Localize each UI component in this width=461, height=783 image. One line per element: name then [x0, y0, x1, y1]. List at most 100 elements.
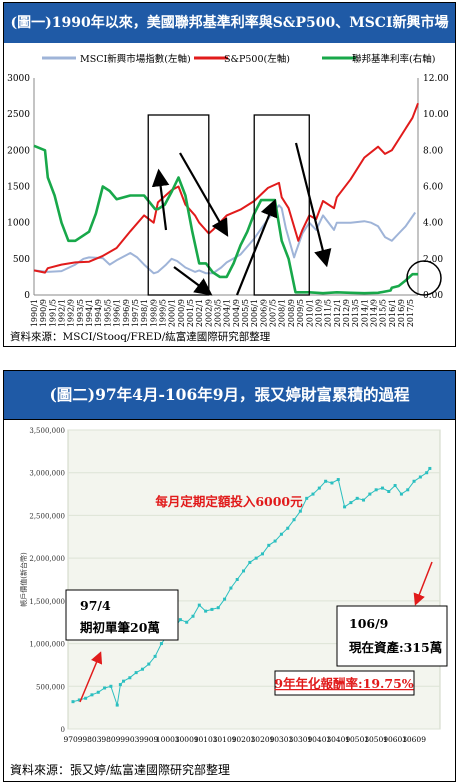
x-tick-10: 1996/9 — [122, 299, 131, 327]
data-point-16 — [159, 642, 163, 646]
x-tick-35: 2013/5 — [351, 299, 360, 327]
data-point-30 — [248, 560, 252, 564]
x-tick-4: 1992/9 — [67, 299, 76, 327]
data-point-19 — [178, 618, 182, 622]
end-arrow — [413, 561, 433, 606]
x-tick-16: 2000/9 — [177, 299, 186, 327]
highlight-box-2 — [253, 114, 310, 296]
x-tick-25: 2006/9 — [259, 299, 268, 327]
data-point-3 — [84, 696, 88, 700]
data-point-15 — [153, 654, 157, 658]
annotation-arrow-2 — [179, 152, 229, 237]
series-line-2 — [33, 102, 419, 274]
x-tick-29: 2009/5 — [296, 299, 305, 327]
data-point-10 — [122, 679, 126, 683]
data-point-23 — [204, 609, 208, 613]
x-tick-11: 10303 — [269, 735, 293, 744]
data-point-40 — [311, 492, 315, 496]
chart-2-source: 資料來源：張又婷/紘富達國際研究部整理 — [10, 763, 231, 777]
x-tick-32: 2011/5 — [324, 299, 333, 327]
data-point-28 — [235, 578, 239, 581]
data-point-9 — [118, 683, 122, 687]
x-tick-36: 2014/1 — [360, 299, 369, 327]
data-point-50 — [374, 488, 378, 492]
end-date: 106/9 — [349, 616, 388, 631]
data-point-53 — [393, 484, 397, 488]
series-line-3 — [33, 144, 418, 295]
data-point-1 — [71, 700, 75, 704]
data-point-52 — [387, 490, 391, 494]
x-tick-41: 2017/5 — [406, 299, 415, 327]
data-point-51 — [380, 486, 384, 490]
x-tick-1: 1990/9 — [39, 299, 48, 327]
data-point-48 — [362, 498, 366, 502]
data-point-43 — [330, 481, 334, 485]
y-left-tick-0: 0 — [24, 291, 30, 301]
data-point-20 — [185, 620, 189, 624]
end-text: 現在資產:315萬 — [349, 640, 442, 655]
data-point-4 — [90, 693, 94, 697]
y-tick-3: 1,500,000 — [29, 598, 65, 606]
y-tick-5: 2,500,000 — [29, 512, 65, 520]
y-tick-7: 3,500,000 — [29, 427, 65, 435]
highlight-circle — [406, 260, 442, 296]
data-point-54 — [399, 492, 403, 496]
x-tick-14: 10409 — [326, 735, 350, 744]
y-left-tick-6: 3000 — [7, 74, 30, 84]
data-point-47 — [355, 496, 359, 500]
y-right-tick-3: 6.00 — [423, 183, 443, 193]
x-tick-39: 2016/1 — [388, 299, 397, 327]
x-tick-26: 2007/5 — [269, 299, 278, 327]
x-tick-15: 10503 — [345, 735, 369, 744]
y-tick-0: 0 — [61, 726, 65, 734]
x-tick-40: 2016/9 — [397, 299, 406, 327]
x-tick-2: 1991/5 — [48, 299, 57, 327]
chart-panel-2: (圖二)97年4月-106年9月，張又婷財富累積的過程 0 500,000 1,00… — [3, 370, 456, 782]
data-point-56 — [412, 479, 416, 483]
data-point-24 — [210, 607, 214, 611]
chart-1-source: 資料來源：MSCI/Stooq/FRED/紘富達國際研究部整理 — [10, 331, 271, 343]
x-tick-10: 10209 — [251, 735, 275, 744]
data-point-39 — [305, 496, 309, 500]
x-tick-4: 9909 — [139, 735, 158, 744]
data-point-38 — [298, 509, 302, 513]
x-tick-8: 1995/5 — [103, 299, 112, 327]
x-tick-6: 10009 — [175, 735, 199, 744]
data-point-42 — [324, 479, 328, 483]
x-tick-12: 1998/1 — [140, 299, 149, 327]
x-tick-17: 10603 — [383, 735, 407, 744]
annotation-top: 每月定期定額投入6000元 — [155, 494, 303, 509]
x-tick-5: 10003 — [156, 735, 180, 744]
legend-label-3: 聯邦基準利率(右軸) — [352, 53, 435, 65]
data-point-14 — [147, 662, 151, 666]
legend-label-2: S&P500(左軸) — [224, 53, 290, 65]
y-axis-label: 帳戶價值(新台幣) — [19, 552, 28, 607]
x-tick-38: 2015/5 — [379, 299, 388, 327]
data-point-41 — [317, 486, 321, 490]
data-point-11 — [128, 676, 132, 680]
y-left-tick-2: 1000 — [7, 219, 30, 229]
data-point-58 — [425, 471, 429, 475]
data-point-45 — [343, 505, 347, 509]
y-right-tick-1: 2.00 — [423, 255, 443, 265]
x-tick-0: 9709 — [63, 735, 82, 744]
data-point-59 — [428, 466, 432, 470]
x-tick-22: 2004/9 — [232, 299, 241, 327]
return-box — [274, 670, 415, 696]
data-point-29 — [242, 569, 246, 573]
x-tick-20: 2003/5 — [214, 299, 223, 327]
x-tick-21: 2004/1 — [223, 299, 232, 327]
x-tick-13: 10403 — [307, 735, 331, 744]
x-tick-34: 2012/9 — [342, 299, 351, 327]
return-text: 9年年化報酬率:19.75% — [274, 676, 413, 691]
x-tick-9: 1996/1 — [113, 299, 122, 327]
chart-panel-1: (圖一)1990年以來，美國聯邦基準利率與S&P500、MSCI新興市場指數走勢… — [3, 2, 456, 347]
x-tick-2: 9809 — [101, 735, 120, 744]
x-tick-28: 2008/9 — [287, 299, 296, 327]
chart-2-title: (圖二)97年4月-106年9月，張又婷財富累積的過程 — [4, 371, 455, 420]
data-point-49 — [368, 492, 372, 496]
x-tick-8: 10109 — [213, 735, 237, 744]
x-tick-12: 10309 — [288, 735, 312, 744]
start-text: 期初單筆20萬 — [80, 620, 160, 635]
data-point-35 — [279, 532, 283, 536]
